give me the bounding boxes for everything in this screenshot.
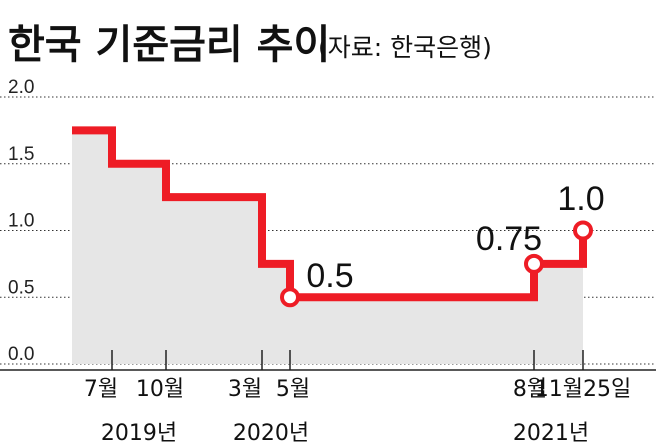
data-label: 0.5	[306, 257, 353, 295]
data-label: 0.75	[476, 220, 542, 258]
x-tick-label: 10월	[136, 377, 184, 402]
x-tick-label: 5월	[276, 377, 310, 402]
year-label: 2020년	[233, 421, 309, 446]
data-labels: 0.5 0.75 1.0	[306, 180, 604, 295]
x-tick-label: 8월	[513, 377, 547, 402]
rate-area-fill	[72, 130, 583, 364]
year-label: 2019년	[101, 421, 177, 446]
y-tick-label: 0.5	[8, 277, 34, 298]
x-tick-label: 11월25일	[535, 377, 631, 402]
year-label: 2021년	[513, 421, 589, 446]
rate-marker	[524, 253, 544, 274]
x-tick-label: 3월	[228, 377, 262, 402]
source-note: (자료: 한국은행)	[318, 33, 492, 62]
rate-marker	[573, 220, 593, 241]
y-tick-label: 1.5	[8, 144, 34, 165]
rate-marker	[280, 287, 300, 308]
chart-title: 한국 기준금리 추이	[8, 22, 330, 68]
y-tick-label: 0.0	[8, 344, 34, 365]
y-axis-ticks: 0.0 0.5 1.0 1.5 2.0	[8, 77, 34, 365]
x-tick-label: 7월	[84, 377, 118, 402]
data-label: 1.0	[557, 180, 604, 218]
y-tick-label: 2.0	[8, 77, 34, 98]
y-tick-label: 1.0	[8, 211, 34, 232]
rate-markers	[280, 220, 593, 308]
rate-area	[72, 130, 583, 364]
